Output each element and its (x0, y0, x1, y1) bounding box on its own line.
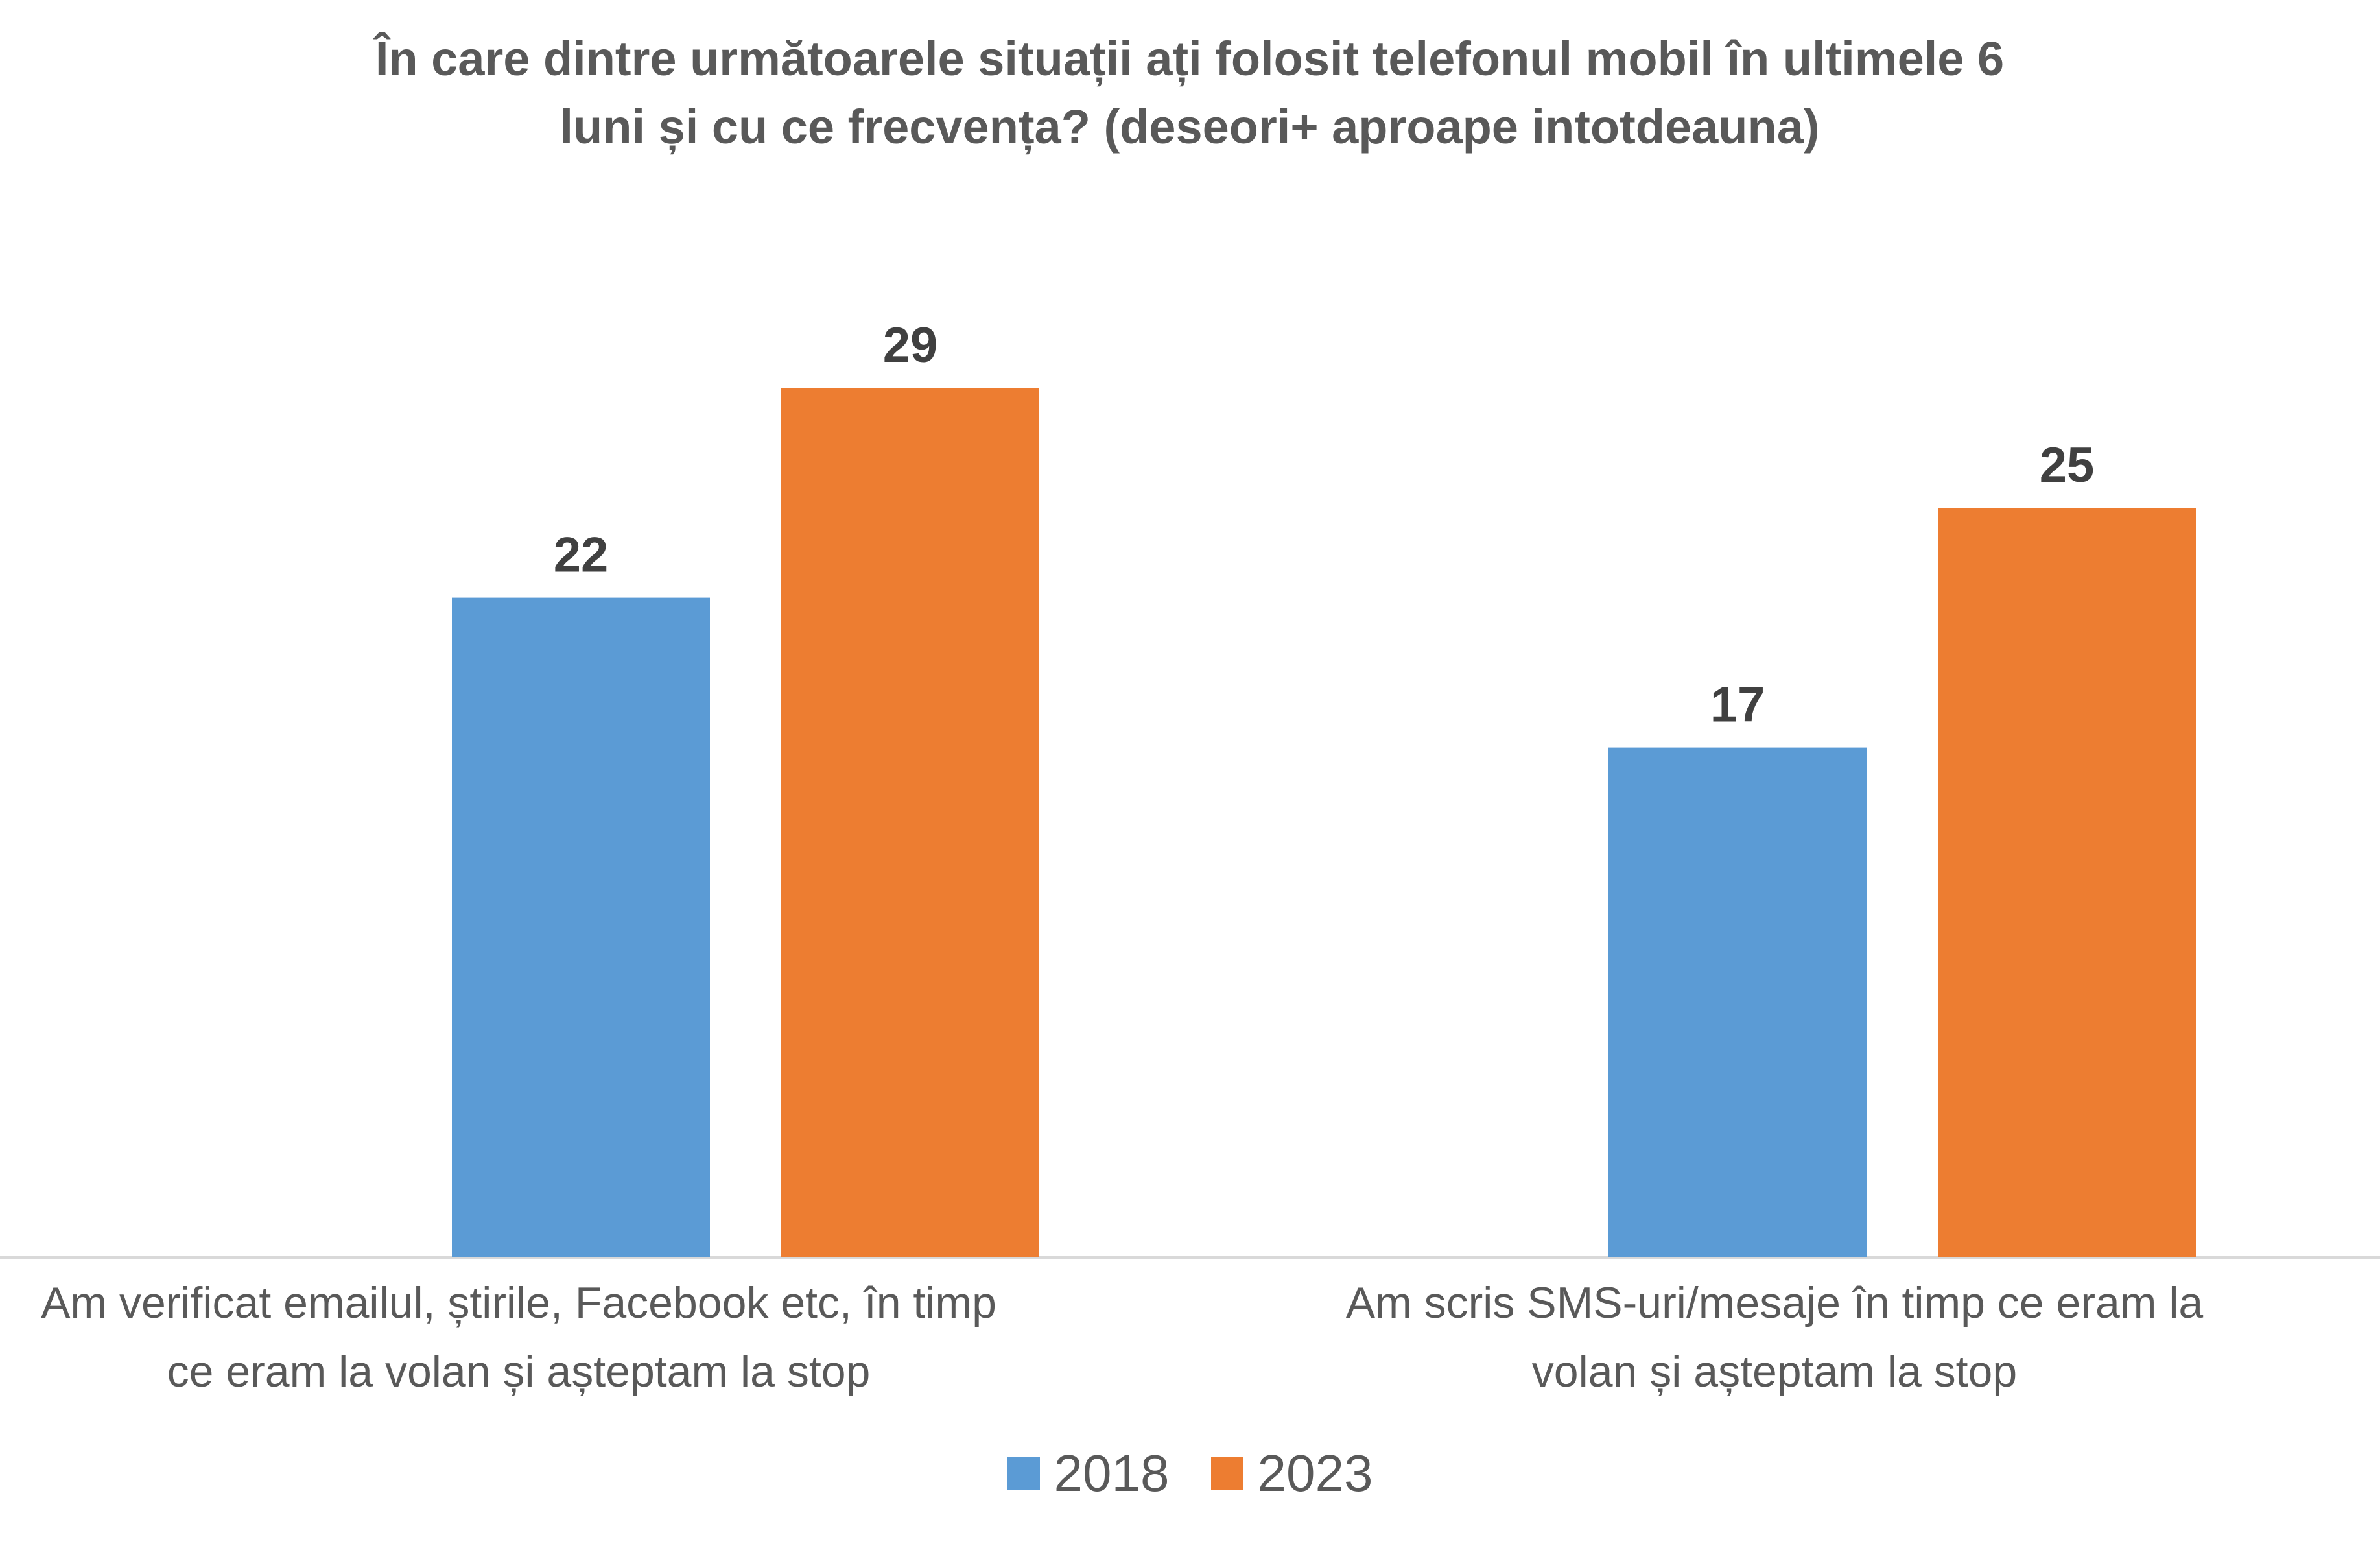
data-label-2018-category-1: 22 (554, 528, 609, 583)
chart-legend: 2018 2023 (0, 1444, 2380, 1503)
chart-title-line-2: luni și cu ce frecvența? (deseori+ aproa… (560, 100, 1820, 154)
category-label-email-news-line-1: Am verificat emailul, știrile, Facebook … (41, 1278, 996, 1328)
chart-title-line-1: În care dintre următoarele situații ați … (375, 32, 2005, 86)
bar-2023-category-2 (1938, 508, 2196, 1257)
legend-swatch-2023 (1210, 1457, 1243, 1490)
bar-2023-category-1 (781, 388, 1039, 1257)
bar-2018-category-2 (1608, 747, 1867, 1257)
legend-label-2023: 2023 (1257, 1444, 1373, 1502)
legend-item-2023: 2023 (1210, 1444, 1373, 1503)
legend-swatch-2018 (1007, 1457, 1040, 1490)
data-label-2023-category-1: 29 (883, 318, 938, 373)
category-label-sms-messages-line-1: Am scris SMS-uri/mesaje în timp ce eram … (1345, 1278, 2204, 1328)
legend-label-2018: 2018 (1054, 1444, 1170, 1502)
legend-item-2018: 2018 (1007, 1444, 1170, 1503)
data-label-2018-category-2: 17 (1710, 678, 1765, 733)
category-label-email-news-line-2: ce eram la volan și așteptam la stop (167, 1347, 871, 1396)
chart-title: În care dintre următoarele situații ați … (217, 25, 2162, 161)
data-label-2023-category-2: 25 (2040, 438, 2095, 493)
category-label-sms-messages: Am scris SMS-uri/mesaje în timp ce eram … (1204, 1268, 2345, 1406)
category-label-sms-messages-line-2: volan și așteptam la stop (1531, 1347, 2018, 1396)
bar-2018-category-1 (452, 597, 710, 1257)
category-label-email-news: Am verificat emailul, știrile, Facebook … (0, 1268, 1089, 1406)
